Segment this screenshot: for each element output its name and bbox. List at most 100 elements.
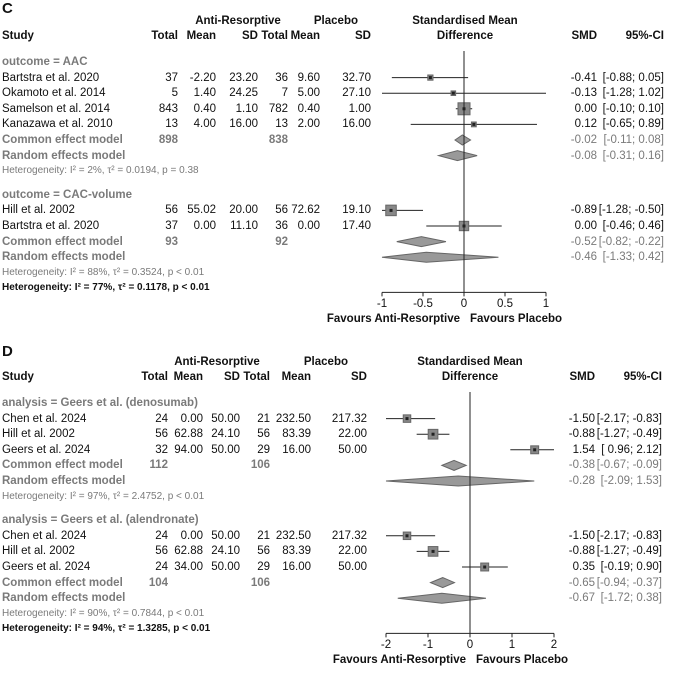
x-label-left: Favours Anti-Resorptive [326,313,460,326]
study-m1: -2.20 [189,71,216,84]
study-smd: 0.00 [574,102,597,115]
ci-header: 95%-CI [623,371,662,383]
study-header: Study [2,371,34,383]
random-model-label: Random effects model [2,592,126,605]
subgroup-label: analysis = Geers et al. (alendronate) [2,514,199,527]
common-ci: [-0.11; 0.08] [603,134,664,146]
study-smd: -0.88 [568,428,595,441]
x-tick-label: -1 [422,639,434,652]
x-label-left: Favours Anti-Resorptive [332,654,466,667]
study-sd2: 22.00 [338,428,367,441]
study-m1: 34.00 [174,561,203,573]
study-smd: 1.54 [572,443,595,456]
sd-header: SD [355,30,371,42]
study-smd: 0.35 [572,561,595,573]
common-ci: [-0.82; -0.22] [598,235,664,248]
study-ci: [-1.27; -0.49] [596,545,662,558]
overall-heterogeneity: Heterogeneity: I² = 77%, τ² = 0.1178, p … [2,282,210,294]
total-header: Total [141,371,168,383]
common-n2: 838 [268,134,288,146]
common-diamond [396,236,447,248]
study-m1: 0.40 [193,102,216,115]
study-n2: 29 [257,561,270,573]
x-tick-label: 1 [542,298,550,311]
study-ci: [-0.19; 0.90] [600,561,662,573]
x-tick-label: 0 [460,298,468,311]
study-n2: 36 [275,220,288,232]
study-m1: 0.00 [193,220,216,232]
study-m2: 72.62 [291,204,320,217]
study-name: Hill et al. 2002 [2,204,75,217]
study-m1: 62.88 [174,428,203,441]
point-estimate [533,448,537,452]
study-sd2: 32.70 [342,71,371,84]
study-sd1: 16.00 [229,118,258,131]
random-diamond [436,150,478,162]
study-m2: 232.50 [275,412,311,425]
total-header: Total [261,30,288,42]
study-name: Chen et al. 2024 [2,412,87,425]
point-estimate [472,122,476,126]
study-smd: -0.41 [570,71,597,84]
study-sd1: 50.00 [211,443,240,456]
study-n1: 37 [165,71,178,84]
study-m2: 0.40 [297,102,320,115]
study-n2: 13 [275,118,288,131]
panel-letter: C [2,0,13,17]
group2-header: Placebo [303,356,348,368]
random-model-label: Random effects model [2,251,126,264]
common-smd: -0.38 [568,459,595,472]
study-ci: [-1.28; -0.50] [598,204,664,217]
study-n2: 56 [275,204,288,217]
x-label-right: Favours Placebo [470,313,563,326]
effect-header: Difference [441,371,499,383]
total-header: Total [151,30,178,42]
study-ci: [ 0.96; 2.12] [601,443,662,456]
common-ci: [-0.94; -0.37] [596,576,662,589]
random-ci: [-0.31; 0.16] [602,149,664,162]
common-n1: 112 [149,459,168,472]
study-m1: 62.88 [174,545,203,558]
group1-header: Anti-Resorptive [174,356,260,368]
subgroup-label: analysis = Geers et al. (denosumab) [2,397,198,409]
subgroup-label: outcome = CAC-volume [2,188,133,201]
point-estimate [431,549,435,553]
effect-header: Standardised Mean [417,356,523,368]
study-name: Bartstra et al. 2020 [2,220,100,232]
mean-header: Mean [281,371,311,383]
overall-heterogeneity: Heterogeneity: I² = 94%, τ² = 1.3285, p … [2,623,211,635]
study-m1: 55.02 [187,204,216,217]
common-diamond [440,459,468,471]
study-smd: 0.00 [574,220,597,232]
study-n2: 21 [257,529,270,542]
common-n2: 92 [275,235,288,248]
study-ci: [-0.88; 0.05] [602,71,664,84]
study-ci: [-0.46; 0.46] [602,220,664,232]
mean-header: Mean [290,30,320,42]
random-diamond [385,475,535,487]
effect-header: Standardised Mean [412,15,518,27]
x-tick-label: -0.5 [413,298,433,311]
study-sd2: 17.40 [342,220,371,232]
mean-header: Mean [186,30,216,42]
common-n1: 93 [165,235,178,248]
study-name: Samelson et al. 2014 [2,102,111,115]
study-n1: 24 [155,529,168,542]
effect-header: Difference [436,30,494,42]
study-sd2: 22.00 [338,545,367,558]
smd-header: SMD [569,371,595,383]
study-sd1: 1.10 [235,102,258,115]
point-estimate [389,208,393,212]
study-n2: 56 [257,545,270,558]
common-model-label: Common effect model [2,459,123,472]
common-n2: 106 [250,459,270,472]
study-sd1: 50.00 [211,412,240,425]
study-sd2: 217.32 [331,412,367,425]
random-model-label: Random effects model [2,149,126,162]
heterogeneity-text: Heterogeneity: I² = 97%, τ² = 2.4752, p … [2,490,205,502]
study-n2: 36 [275,71,288,84]
study-smd: -1.50 [568,529,595,542]
study-m2: 2.00 [297,118,320,131]
study-smd: -0.89 [570,204,597,217]
study-m2: 83.39 [282,428,311,441]
